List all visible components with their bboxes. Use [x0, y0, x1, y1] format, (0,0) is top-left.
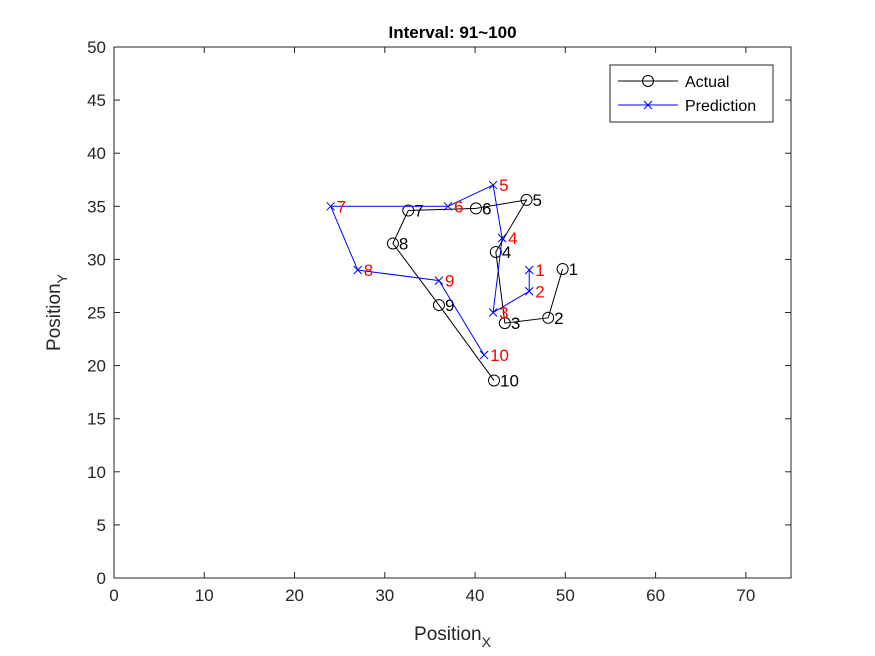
x-tick-label: 10: [195, 586, 214, 605]
prediction-point-marker: [524, 265, 534, 275]
prediction-point-label: 3: [499, 304, 508, 323]
actual-point-label: 10: [500, 371, 519, 390]
actual-point-label: 8: [399, 234, 408, 253]
y-axis-label-subscript: Y: [54, 273, 70, 283]
legend-marker-actual: [642, 75, 654, 87]
y-tick-label: 25: [87, 304, 106, 323]
actual-point-marker: [489, 245, 502, 258]
actual-point-marker: [542, 311, 555, 324]
prediction-point-marker: [443, 201, 453, 211]
actual-point-label: 2: [554, 309, 563, 328]
legend-entries: Actual Prediction: [618, 74, 756, 115]
prediction-point-label: 7: [337, 197, 346, 216]
x-tick-label: 0: [109, 586, 118, 605]
actual-point-marker: [432, 299, 445, 312]
actual-point-marker: [402, 204, 415, 217]
prediction-point-label: 5: [499, 176, 508, 195]
prediction-point-marker: [326, 201, 335, 211]
legend-box: [609, 64, 774, 123]
prediction-point-label: 9: [445, 272, 454, 291]
actual-point-marker: [556, 262, 569, 275]
actual-point-label: 7: [414, 202, 423, 221]
x-axis-label-subscript: X: [482, 634, 492, 650]
chart-title: Interval: 91~100: [388, 23, 516, 42]
prediction-point-label: 6: [454, 197, 463, 216]
actual-point-marker: [469, 202, 482, 215]
actual-point-label: 5: [533, 191, 542, 210]
legend-label-actual: Actual: [685, 74, 729, 91]
y-tick-label: 35: [87, 197, 106, 216]
actual-point-label: 6: [482, 199, 491, 218]
actual-point-label: 1: [569, 260, 578, 279]
series-line-prediction: [329, 184, 530, 356]
actual-point-marker: [520, 193, 533, 206]
x-tick-label: 60: [646, 586, 665, 605]
actual-point-marker: [488, 374, 501, 387]
x-tick-label: 50: [556, 586, 575, 605]
axes-box: [113, 46, 792, 579]
prediction-point-label: 8: [364, 261, 373, 280]
x-axis-label: PositionX: [414, 624, 492, 650]
legend-label-prediction: Prediction: [685, 98, 756, 115]
y-tick-label: 0: [97, 569, 106, 588]
x-axis: 0 10 20 30 40 50 60 70: [109, 47, 755, 605]
y-axis-label: PositionY: [44, 273, 70, 351]
legend-marker-prediction: [643, 100, 653, 110]
prediction-point-marker: [353, 265, 363, 275]
series-line-actual: [392, 199, 564, 381]
y-tick-label: 10: [87, 463, 106, 482]
prediction-point-marker: [488, 308, 498, 317]
y-tick-label: 45: [87, 91, 106, 110]
prediction-point-label: 4: [508, 229, 517, 248]
y-tick-label: 40: [87, 144, 106, 163]
x-tick-label: 70: [736, 586, 755, 605]
y-axis-label-base: Position: [44, 283, 65, 351]
prediction-point-label: 2: [535, 282, 544, 301]
prediction-point-label: 10: [490, 346, 509, 365]
legend: Actual Prediction: [609, 64, 774, 123]
actual-point-marker: [386, 237, 399, 250]
x-tick-label: 20: [285, 586, 304, 605]
actual-point-label: 3: [511, 314, 520, 333]
prediction-point-label: 1: [535, 261, 544, 280]
prediction-point-marker: [479, 350, 489, 360]
prediction-point-marker: [434, 276, 444, 285]
y-tick-label: 5: [97, 516, 106, 535]
actual-point-marker: [498, 317, 511, 330]
x-axis-label-base: Position: [414, 624, 482, 645]
y-tick-label: 15: [87, 410, 106, 429]
actual-point-label: 9: [445, 296, 454, 315]
x-tick-label: 40: [466, 586, 485, 605]
prediction-point-marker: [524, 286, 534, 296]
y-tick-label: 20: [87, 357, 106, 376]
actual-point-label: 4: [502, 243, 511, 262]
prediction-point-marker: [497, 233, 507, 243]
y-tick-label: 50: [87, 38, 106, 57]
x-tick-label: 30: [375, 586, 394, 605]
y-tick-label: 30: [87, 250, 106, 269]
prediction-point-marker: [488, 180, 498, 190]
